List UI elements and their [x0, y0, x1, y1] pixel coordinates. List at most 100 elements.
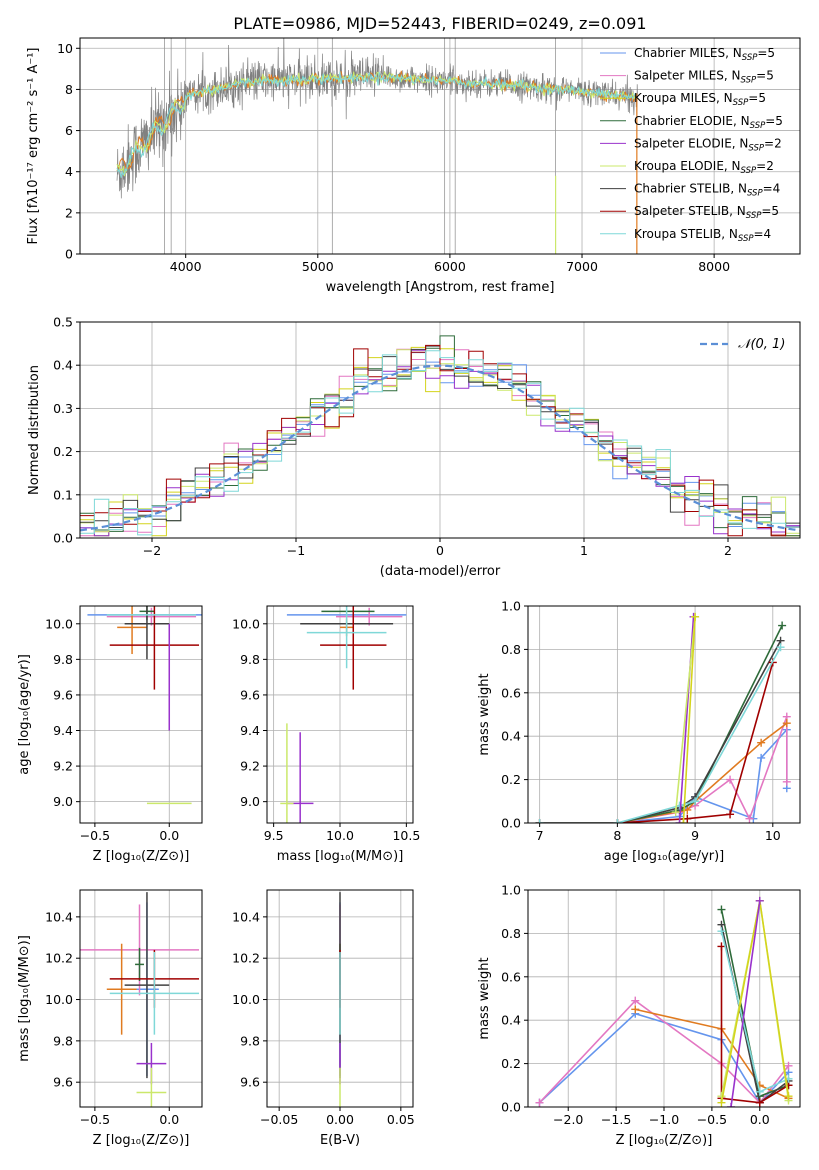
errorbar-point: [124, 892, 170, 1079]
x-tick-label: 0.05: [387, 1112, 415, 1127]
plot-area: [280, 606, 407, 823]
weight-series: [539, 716, 788, 823]
weight-marker: [535, 1098, 544, 1107]
weight-marker: [755, 1087, 764, 1096]
x-tick-label: −0.05: [260, 1112, 298, 1127]
y-axis-label: age [log₁₀(age/yr)]: [17, 654, 32, 775]
panel-4: 7 8 9 10 0.0 0.2 0.4 0.6 0.8 1.0 age [log₁₀(age/yr…: [477, 599, 801, 864]
x-axis-label: E(B-V): [320, 1133, 360, 1148]
y-tick-label: 9.4: [240, 723, 260, 738]
x-tick-label: 0.00: [326, 1112, 354, 1127]
y-tick-label: 10.4: [232, 909, 260, 924]
y-tick-label: 0.2: [501, 1056, 521, 1071]
panel-2: −0.5 0.0 9.0 9.2 9.4 9.6 9.8 10.0 Z [log₁₀(Z/Z⊙)…: [17, 605, 203, 864]
weight-marker: [727, 1103, 736, 1107]
y-axis-label: Flux [fλ10⁻¹⁷ erg cm⁻² s⁻¹ A⁻¹]: [26, 48, 41, 245]
x-tick-label: 0: [436, 543, 444, 558]
x-tick-label: 6000: [434, 259, 466, 274]
y-tick-label: 0.5: [53, 315, 73, 330]
legend-label: Kroupa ELODIE, NSSP=2: [634, 159, 774, 176]
y-tick-label: 9.2: [53, 759, 73, 774]
y-axis-label: mass weight: [477, 957, 492, 1039]
y-tick-label: 0.0: [501, 1100, 521, 1115]
weight-marker: [782, 719, 791, 728]
y-tick-label: 1.0: [501, 883, 521, 898]
x-tick-label: 4000: [170, 259, 202, 274]
normal-curve: [80, 364, 800, 532]
weight-marker: [784, 1092, 793, 1101]
weight-marker: [613, 819, 622, 823]
y-tick-label: 9.8: [53, 1033, 73, 1048]
y-tick-label: 0.8: [501, 926, 521, 941]
y-tick-label: 0.3: [53, 401, 73, 416]
x-tick-label: 0.0: [750, 1112, 770, 1127]
x-tick-label: −0.5: [80, 828, 110, 843]
weight-marker: [745, 814, 754, 823]
x-axis-label: wavelength [Angstrom, rest frame]: [326, 280, 555, 295]
weight-marker: [691, 612, 700, 621]
grid: [80, 606, 202, 823]
plot-area: [116, 38, 638, 254]
y-axis-label: mass [log₁₀(M/M⊙)]: [17, 935, 32, 1062]
y-tick-label: 10.0: [232, 616, 260, 631]
weight-marker: [717, 1098, 726, 1107]
y-axis-label: mass weight: [477, 673, 492, 755]
weight-series: [539, 625, 783, 823]
weight-marker: [535, 819, 544, 823]
axes-frame: [527, 605, 801, 824]
weight-marker: [675, 819, 684, 823]
errorbar-point: [320, 606, 387, 690]
grid: [80, 890, 202, 1107]
weight-marker: [755, 896, 764, 905]
x-tick-label: 9.5: [264, 828, 284, 843]
axes-frame: [79, 889, 203, 1108]
y-tick-label: 10.0: [45, 616, 73, 631]
y-tick-label: 0.0: [501, 816, 521, 831]
x-tick-label: 8: [613, 828, 621, 843]
y-tick-label: 0.4: [53, 358, 73, 373]
weight-marker: [683, 814, 692, 823]
spectrum-model: [116, 70, 638, 177]
weight-marker: [755, 1098, 764, 1107]
spectrum-model: [116, 71, 638, 178]
weight-marker: [778, 621, 787, 630]
x-tick-label: 10.5: [392, 828, 420, 843]
legend-label: 𝒩(0, 1): [738, 337, 785, 352]
y-tick-label: 0.6: [501, 969, 521, 984]
y-tick-label: 0.8: [501, 642, 521, 657]
x-axis-label: (data-model)/error: [380, 564, 501, 579]
legend-label: Kroupa STELIB, NSSP=4: [634, 227, 771, 244]
y-tick-label: 1.0: [501, 599, 521, 614]
x-tick-label: 7: [536, 828, 544, 843]
x-tick-label: 0.0: [159, 828, 179, 843]
figure-title: PLATE=0986, MJD=52443, FIBERID=0249, z=0…: [233, 14, 646, 33]
axes-frame: [79, 605, 203, 824]
legend-label: Salpeter MILES, NSSP=5: [634, 69, 774, 86]
errorbar-point: [109, 606, 200, 690]
weight-marker: [631, 1005, 640, 1014]
legend: Chabrier MILES, NSSP=5 Salpeter MILES, NS…: [600, 46, 783, 244]
y-tick-label: 10.0: [45, 992, 73, 1007]
x-tick-label: 7000: [566, 259, 598, 274]
y-axis-label: Normed distribution: [27, 365, 42, 495]
y-tick-label: 10.0: [232, 992, 260, 1007]
y-tick-label: 0.2: [501, 772, 521, 787]
errorbar-point: [124, 606, 170, 660]
panel-5: −0.5 0.0 9.6 9.8 10.0 10.2 10.4 Z [log₁₀(Z/Z⊙)]…: [17, 889, 203, 1148]
legend-label: Chabrier MILES, NSSP=5: [634, 46, 775, 63]
y-tick-label: 10.2: [232, 951, 260, 966]
weight-marker: [717, 942, 726, 951]
x-tick-label: −0.5: [80, 1112, 110, 1127]
weight-marker: [717, 927, 726, 936]
y-tick-label: 4: [65, 164, 73, 179]
y-tick-label: 9.0: [240, 794, 260, 809]
spectrum-model: [116, 70, 638, 172]
y-tick-label: 0.1: [53, 487, 73, 502]
legend-label: Salpeter STELIB, NSSP=5: [634, 204, 779, 221]
y-tick-label: 9.6: [53, 687, 73, 702]
plot-area: [80, 892, 200, 1107]
x-tick-label: −1: [287, 543, 305, 558]
plot-area: [87, 606, 202, 805]
x-tick-label: −0.5: [697, 1112, 727, 1127]
